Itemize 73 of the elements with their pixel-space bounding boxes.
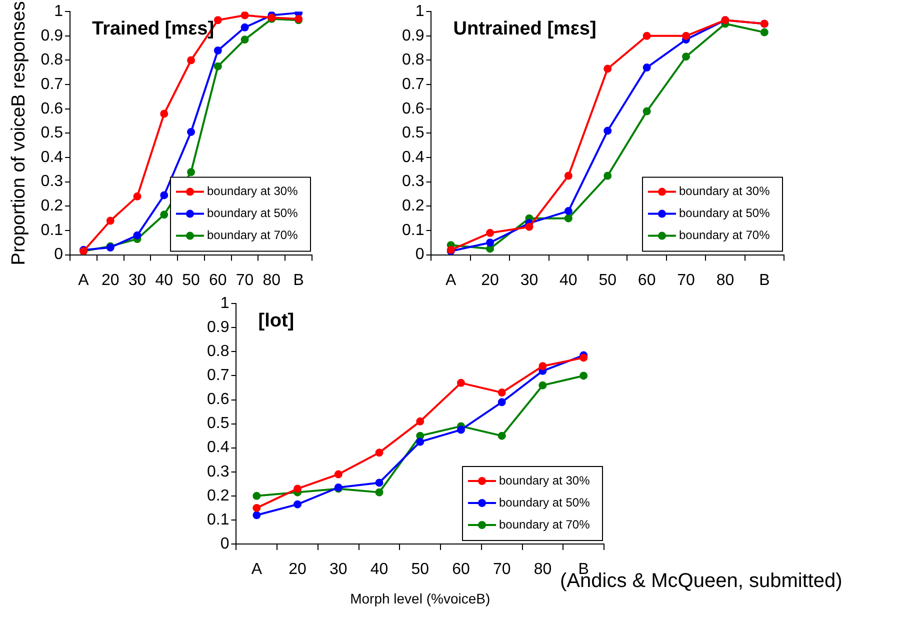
y-tick-label: 0.4 xyxy=(402,148,424,166)
y-tick-label: 0 xyxy=(220,535,230,552)
legend-label: boundary at 30% xyxy=(499,473,590,488)
x-tick-label: 40 xyxy=(370,561,388,578)
y-tick-label: 0.2 xyxy=(402,198,424,215)
y-tick-label: 0.3 xyxy=(402,173,424,190)
chart-title: [lot] xyxy=(258,310,294,332)
y-tick-label: 0.6 xyxy=(402,100,424,118)
legend-label: boundary at 30% xyxy=(207,184,298,198)
y-tick-label: 0.1 xyxy=(206,511,230,528)
y-axis-title: Proportion of voiceB responses xyxy=(8,1,30,266)
x-tick-label: 70 xyxy=(236,272,254,289)
x-tick-label: 70 xyxy=(492,561,511,578)
x-tick-label: 60 xyxy=(452,561,470,578)
x-tick-label: 50 xyxy=(411,561,430,578)
x-tick-label: 70 xyxy=(677,272,696,289)
chart-title: Untrained [mεs] xyxy=(453,18,596,40)
y-tick-label: 1 xyxy=(220,295,230,312)
y-tick-label: 0.5 xyxy=(206,415,230,432)
y-tick-label: 0.9 xyxy=(40,27,64,44)
y-tick-label: 0.6 xyxy=(206,391,230,408)
y-tick-label: 0.8 xyxy=(206,343,230,360)
y-tick-label: 0 xyxy=(415,246,424,264)
y-tick-label: 0.4 xyxy=(40,148,64,166)
x-tick-label: 30 xyxy=(128,272,146,289)
y-tick-label: 0.1 xyxy=(40,222,64,239)
y-tick-label: 0.9 xyxy=(206,319,230,336)
legend-label: boundary at 30% xyxy=(679,184,770,198)
x-tick-label: 60 xyxy=(209,272,227,289)
x-tick-label: 40 xyxy=(560,272,578,289)
x-tick-label: 50 xyxy=(182,272,200,289)
x-tick-label: 50 xyxy=(598,272,617,289)
y-tick-label: 0.6 xyxy=(40,100,64,118)
x-tick-label: 20 xyxy=(481,272,500,289)
y-tick-label: 0.8 xyxy=(40,52,64,69)
y-tick-label: 0 xyxy=(54,246,64,264)
legend-label: boundary at 50% xyxy=(499,495,590,510)
legend-label: boundary at 50% xyxy=(679,206,770,220)
y-tick-label: 0.2 xyxy=(40,198,64,215)
x-tick-label: A xyxy=(251,561,262,578)
y-tick-label: 0.8 xyxy=(402,52,424,69)
y-tick-label: 0.1 xyxy=(402,222,424,239)
legend-label: boundary at 70% xyxy=(679,228,770,242)
y-tick-label: 1 xyxy=(415,3,424,20)
y-tick-label: 0.3 xyxy=(40,173,64,190)
y-tick-label: 0.7 xyxy=(40,76,64,93)
x-tick-label: B xyxy=(759,272,770,289)
x-tick-label: 80 xyxy=(534,561,552,578)
x-tick-label: A xyxy=(78,272,90,289)
y-tick-label: 0.3 xyxy=(206,463,230,480)
legend-label: boundary at 50% xyxy=(207,206,298,220)
x-tick-label: 30 xyxy=(330,561,348,578)
x-axis-title: Morph level (%voiceB) xyxy=(350,590,490,606)
y-tick-label: 0.7 xyxy=(402,76,424,93)
legend-label: boundary at 70% xyxy=(499,517,590,532)
x-tick-label: 80 xyxy=(716,272,734,289)
x-tick-label: 20 xyxy=(288,561,307,578)
x-tick-label: 60 xyxy=(638,272,656,289)
y-tick-label: 0.5 xyxy=(402,124,424,142)
x-tick-label: A xyxy=(446,272,457,289)
x-tick-label: 80 xyxy=(262,272,281,289)
x-tick-label: 30 xyxy=(520,272,538,289)
x-tick-label: 40 xyxy=(155,272,174,289)
x-tick-label: B xyxy=(293,272,304,289)
chart-title: Trained [mεs] xyxy=(92,18,214,40)
legend-label: boundary at 70% xyxy=(207,228,298,242)
y-tick-label: 0.4 xyxy=(206,439,230,456)
y-tick-label: 1 xyxy=(54,3,64,20)
y-tick-label: 0.2 xyxy=(206,487,230,504)
y-tick-label: 0.9 xyxy=(402,27,424,44)
y-tick-label: 0.5 xyxy=(40,124,64,142)
x-tick-label: 20 xyxy=(101,272,120,289)
y-tick-label: 0.7 xyxy=(206,367,230,384)
